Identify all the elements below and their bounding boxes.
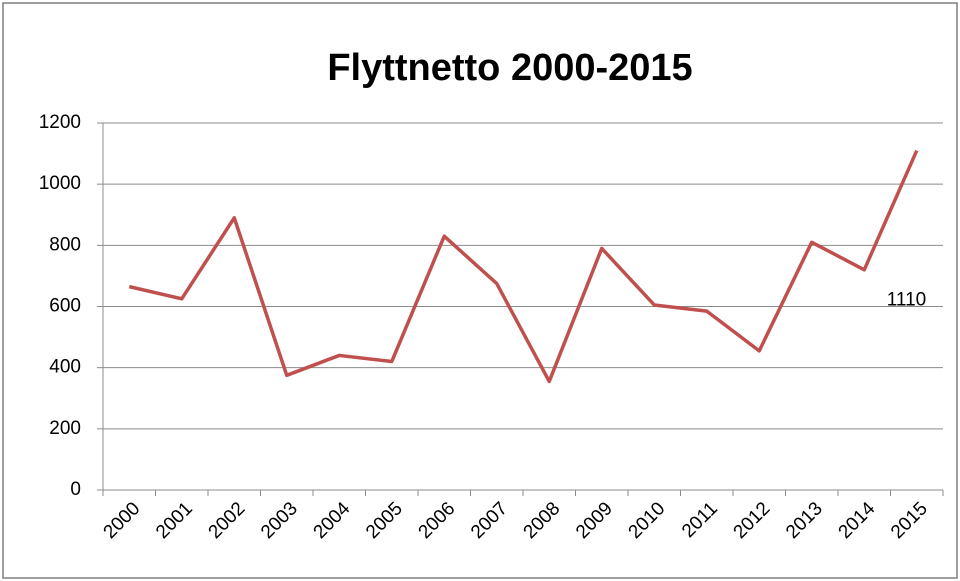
y-tick-label: 600 xyxy=(49,296,81,317)
chart-title: Flyttnetto 2000-2015 xyxy=(327,47,692,89)
data-line xyxy=(128,149,919,384)
y-tick-label: 200 xyxy=(49,418,81,439)
y-tick-label: 0 xyxy=(70,479,81,500)
y-tick-label: 1000 xyxy=(39,173,81,194)
y-tick-label: 800 xyxy=(49,234,81,255)
y-tick-label: 1200 xyxy=(39,112,81,133)
y-tick-label: 400 xyxy=(49,357,81,378)
data-label: 1110 xyxy=(887,290,926,311)
